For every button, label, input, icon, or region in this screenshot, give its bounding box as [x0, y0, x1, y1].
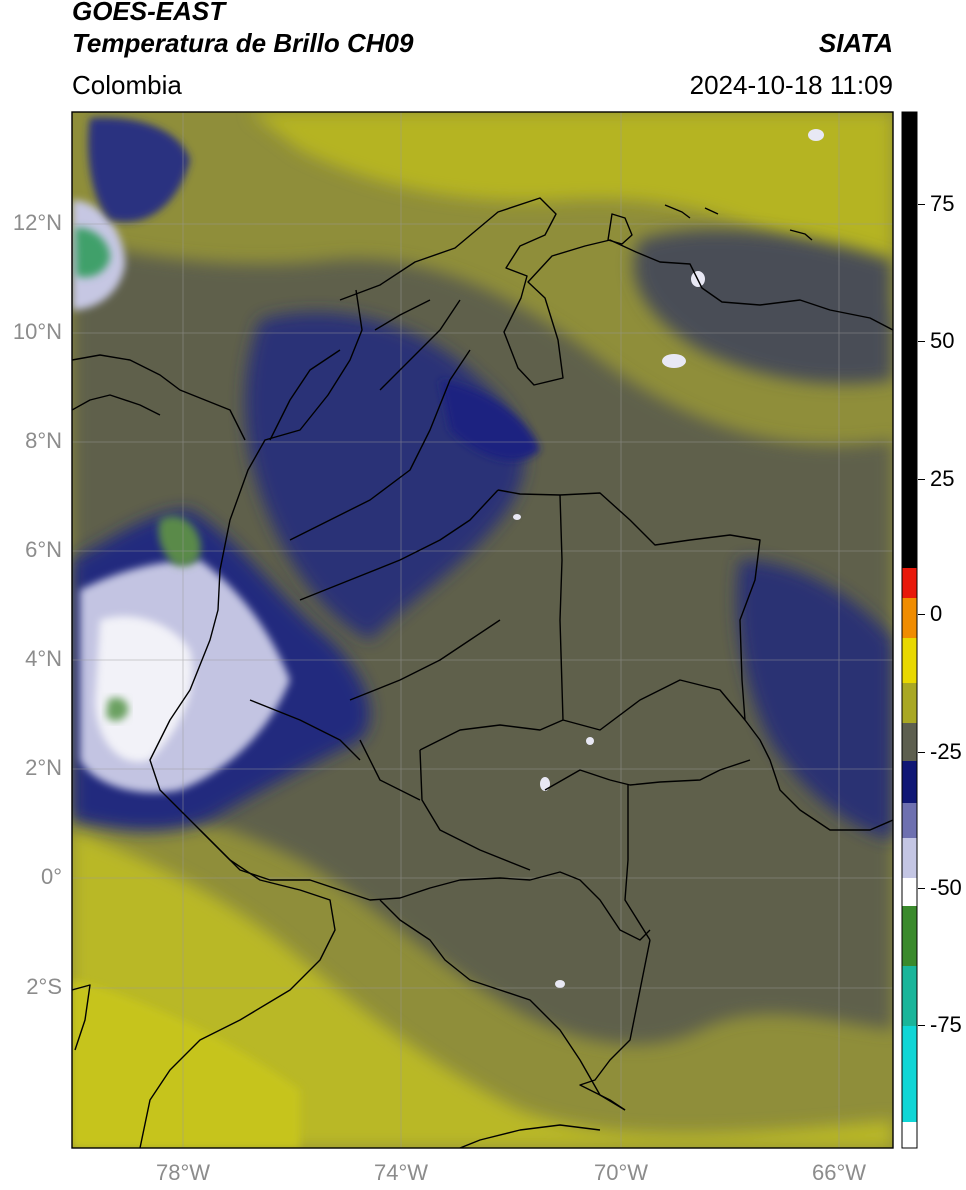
- satellite-title: GOES-EAST: [72, 0, 226, 26]
- lon-tick-label: 66°W: [811, 1160, 867, 1185]
- timestamp-label: 2024-10-18 11:09: [689, 70, 893, 100]
- colorbar-navy-segment: [902, 761, 917, 803]
- colorbar-green-segment: [902, 906, 917, 966]
- colorbar-orange-segment: [902, 598, 917, 638]
- lon-tick-label: 78°W: [155, 1160, 211, 1185]
- lat-tick-label: 0°: [40, 864, 62, 889]
- lat-tick-label: 12°N: [12, 210, 62, 235]
- lat-tick-label: 2°S: [26, 974, 62, 999]
- lon-tick-label: 70°W: [593, 1160, 649, 1185]
- product-title: Temperatura de Brillo CH09: [72, 28, 414, 58]
- lat-tick-label: 8°N: [25, 428, 62, 453]
- colorbar-red-segment: [902, 568, 917, 598]
- colorbar-olive-segment: [902, 683, 917, 723]
- colorbar-tick-label: 75: [930, 191, 955, 216]
- colorbar-black-segment: [902, 112, 917, 568]
- colorbar-lavender-segment: [902, 803, 917, 838]
- colorbar-tick-label: -75: [930, 1012, 962, 1037]
- brightness-temperature-field: [72, 112, 893, 1148]
- lat-tick-label: 6°N: [25, 537, 62, 562]
- colorbar-pale-segment: [902, 838, 917, 878]
- lat-tick-label: 10°N: [12, 319, 62, 344]
- colorbar-gray-segment: [902, 723, 917, 761]
- colorbar-bottom-segment: [902, 1122, 917, 1148]
- agency-label: SIATA: [818, 28, 893, 58]
- lon-tick-label: 74°W: [373, 1160, 429, 1185]
- country-borders: [72, 197, 893, 1148]
- colorbar-tick-label: -25: [930, 739, 962, 764]
- colorbar-tick-label: 0: [930, 601, 943, 626]
- region-label: Colombia: [72, 70, 182, 100]
- colorbar-teal-segment: [902, 966, 917, 1026]
- graticule: [72, 112, 893, 1148]
- colorbar-tick-label: -50: [930, 875, 962, 900]
- colorbar-tick-label: 50: [930, 328, 955, 353]
- colorbar-white-segment: [902, 878, 917, 906]
- lat-tick-label: 2°N: [25, 755, 62, 780]
- colorbar-tick-label: 25: [930, 466, 955, 491]
- colorbar-yellow-segment: [902, 638, 917, 683]
- colorbar: [901, 111, 918, 1149]
- map-frame: [71, 111, 894, 1149]
- lat-tick-label: 4°N: [25, 646, 62, 671]
- colorbar-cyan-segment: [902, 1026, 917, 1122]
